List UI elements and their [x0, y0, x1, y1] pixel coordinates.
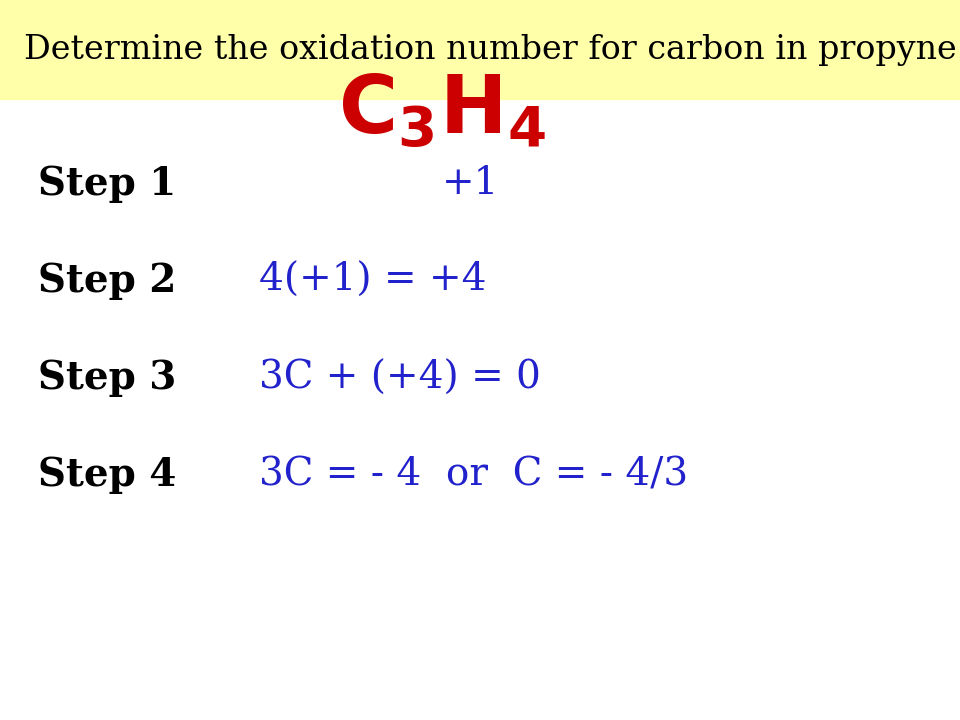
Text: 3C + (+4) = 0: 3C + (+4) = 0	[259, 359, 541, 397]
Text: 4(+1) = +4: 4(+1) = +4	[259, 262, 487, 300]
Text: +1: +1	[442, 165, 499, 202]
Text: Step 3: Step 3	[38, 359, 177, 397]
Text: $\mathbf{C_3H_4}$: $\mathbf{C_3H_4}$	[338, 72, 545, 151]
FancyBboxPatch shape	[0, 0, 960, 99]
Text: Step 4: Step 4	[38, 456, 177, 494]
Text: Step 1: Step 1	[38, 165, 177, 202]
Text: Determine the oxidation number for carbon in propyne.: Determine the oxidation number for carbo…	[24, 34, 960, 66]
Text: 3C = - 4  or  C = - 4/3: 3C = - 4 or C = - 4/3	[259, 456, 688, 494]
Text: Step 2: Step 2	[38, 262, 177, 300]
